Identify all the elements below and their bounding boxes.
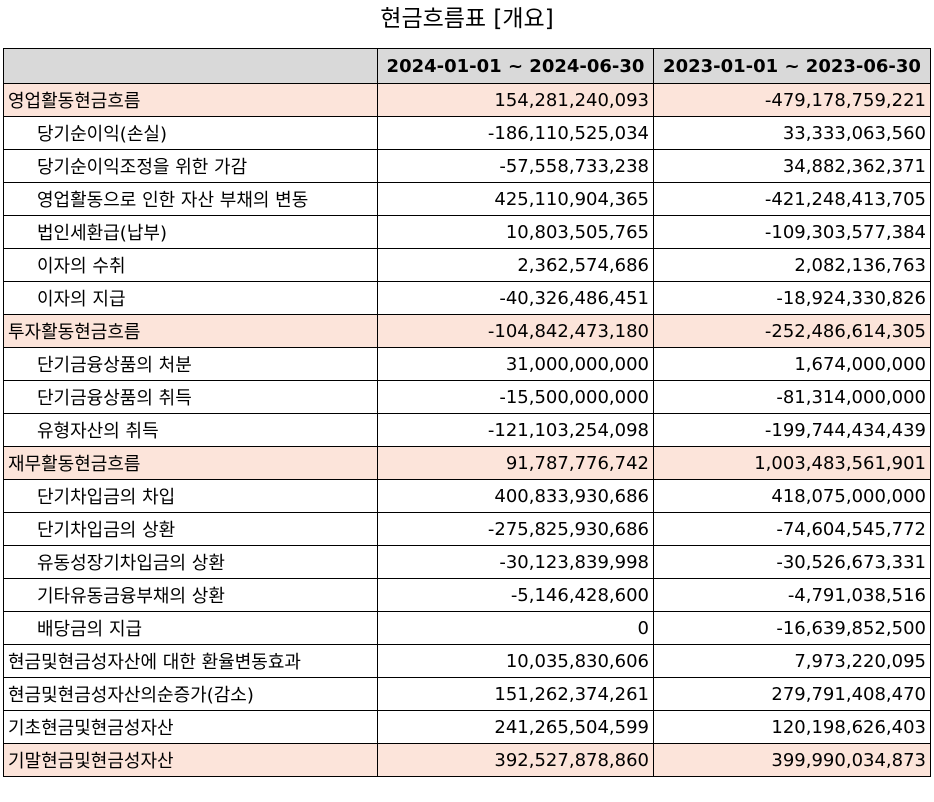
value-2023: 33,333,063,560 [653,116,931,150]
value-2023: -109,303,577,384 [653,215,931,249]
value-2023: -81,314,000,000 [653,380,931,414]
row-label: 기초현금및현금성자산 [3,710,378,744]
value-2024: 31,000,000,000 [377,347,654,381]
row-label: 배당금의 지급 [3,611,378,645]
row-label: 단기금융상품의 취득 [3,380,378,414]
header-period-2023: 2023-01-01 ~ 2023-06-30 [653,48,931,84]
row-label: 영업활동현금흐름 [3,83,378,117]
table-row: 유형자산의 취득 -121,103,254,098 -199,744,434,439 [3,413,931,447]
value-2023: 120,198,626,403 [653,710,931,744]
row-label: 이자의 지급 [3,281,378,315]
table-row: 당기순이익조정을 위한 가감 -57,558,733,238 34,882,362,… [3,149,931,183]
header-label-cell [3,48,378,84]
value-2023: 7,973,220,095 [653,644,931,678]
value-2024: 10,035,830,606 [377,644,654,678]
value-2023: -74,604,545,772 [653,512,931,546]
table-row: 영업활동으로 인한 자산 부채의 변동 425,110,904,365 -421,2… [3,182,931,216]
value-2024: 91,787,776,742 [377,446,654,480]
value-2023: -18,924,330,826 [653,281,931,315]
value-2023: -421,248,413,705 [653,182,931,216]
table-row: 배당금의 지급 0 -16,639,852,500 [3,611,931,645]
value-2024: 392,527,878,860 [377,743,654,777]
table-row: 유동성장기차입금의 상환 -30,123,839,998 -30,526,673,3… [3,545,931,579]
table-row: 재무활동현금흐름 91,787,776,742 1,003,483,561,901 [3,446,931,480]
table-row: 투자활동현금흐름 -104,842,473,180 -252,486,614,305 [3,314,931,348]
table-row: 기말현금및현금성자산 392,527,878,860 399,990,034,873 [3,743,931,777]
value-2023: 399,990,034,873 [653,743,931,777]
table-row: 영업활동현금흐름 154,281,240,093 -479,178,759,221 [3,83,931,117]
value-2024: 2,362,574,686 [377,248,654,282]
row-label: 유동성장기차입금의 상환 [3,545,378,579]
row-label: 유형자산의 취득 [3,413,378,447]
value-2023: 1,003,483,561,901 [653,446,931,480]
value-2024: 400,833,930,686 [377,479,654,513]
row-label: 영업활동으로 인한 자산 부채의 변동 [3,182,378,216]
value-2023: -4,791,038,516 [653,578,931,612]
table-row: 법인세환급(납부) 10,803,505,765 -109,303,577,384 [3,215,931,249]
value-2024: 241,265,504,599 [377,710,654,744]
table-row: 기초현금및현금성자산 241,265,504,599 120,198,626,403 [3,710,931,744]
row-label: 단기차입금의 차입 [3,479,378,513]
value-2024: -5,146,428,600 [377,578,654,612]
table-row: 이자의 수취 2,362,574,686 2,082,136,763 [3,248,931,282]
table-row: 단기금융상품의 처분 31,000,000,000 1,674,000,000 [3,347,931,381]
value-2023: 418,075,000,000 [653,479,931,513]
table-row: 단기차입금의 차입 400,833,930,686 418,075,000,000 [3,479,931,513]
value-2024: -30,123,839,998 [377,545,654,579]
row-label: 재무활동현금흐름 [3,446,378,480]
table-row: 현금및현금성자산에 대한 환율변동효과 10,035,830,606 7,973,2… [3,644,931,678]
row-label: 당기순이익조정을 위한 가감 [3,149,378,183]
table-row: 단기차입금의 상환 -275,825,930,686 -74,604,545,772 [3,512,931,546]
table-body: 영업활동현금흐름 154,281,240,093 -479,178,759,221 당… [3,83,931,777]
value-2023: 279,791,408,470 [653,677,931,711]
table-row: 당기순이익(손실) -186,110,525,034 33,333,063,560 [3,116,931,150]
value-2024: -15,500,000,000 [377,380,654,414]
row-label: 단기차입금의 상환 [3,512,378,546]
value-2024: -121,103,254,098 [377,413,654,447]
value-2024: 151,262,374,261 [377,677,654,711]
value-2024: -57,558,733,238 [377,149,654,183]
row-label: 당기순이익(손실) [3,116,378,150]
table-row: 기타유동금융부채의 상환 -5,146,428,600 -4,791,038,516 [3,578,931,612]
row-label: 기타유동금융부채의 상환 [3,578,378,612]
page-title: 현금흐름표 [개요] [380,6,554,32]
value-2023: 1,674,000,000 [653,347,931,381]
row-label: 현금및현금성자산의순증가(감소) [3,677,378,711]
cash-flow-table: 2024-01-01 ~ 2024-06-30 2023-01-01 ~ 202… [3,48,931,777]
value-2024: -186,110,525,034 [377,116,654,150]
table-row: 현금및현금성자산의순증가(감소) 151,262,374,261 279,791,4… [3,677,931,711]
value-2023: -30,526,673,331 [653,545,931,579]
value-2023: -479,178,759,221 [653,83,931,117]
value-2024: -275,825,930,686 [377,512,654,546]
table-header-row: 2024-01-01 ~ 2024-06-30 2023-01-01 ~ 202… [3,48,931,84]
value-2023: -16,639,852,500 [653,611,931,645]
value-2024: -104,842,473,180 [377,314,654,348]
value-2023: -252,486,614,305 [653,314,931,348]
table-row: 이자의 지급 -40,326,486,451 -18,924,330,826 [3,281,931,315]
row-label: 기말현금및현금성자산 [3,743,378,777]
value-2024: 10,803,505,765 [377,215,654,249]
row-label: 법인세환급(납부) [3,215,378,249]
value-2023: 2,082,136,763 [653,248,931,282]
value-2023: 34,882,362,371 [653,149,931,183]
value-2023: -199,744,434,439 [653,413,931,447]
value-2024: 0 [377,611,654,645]
row-label: 현금및현금성자산에 대한 환율변동효과 [3,644,378,678]
row-label: 이자의 수취 [3,248,378,282]
row-label: 투자활동현금흐름 [3,314,378,348]
value-2024: -40,326,486,451 [377,281,654,315]
table-row: 단기금융상품의 취득 -15,500,000,000 -81,314,000,000 [3,380,931,414]
row-label: 단기금융상품의 처분 [3,347,378,381]
value-2024: 154,281,240,093 [377,83,654,117]
value-2024: 425,110,904,365 [377,182,654,216]
header-period-2024: 2024-01-01 ~ 2024-06-30 [377,48,654,84]
